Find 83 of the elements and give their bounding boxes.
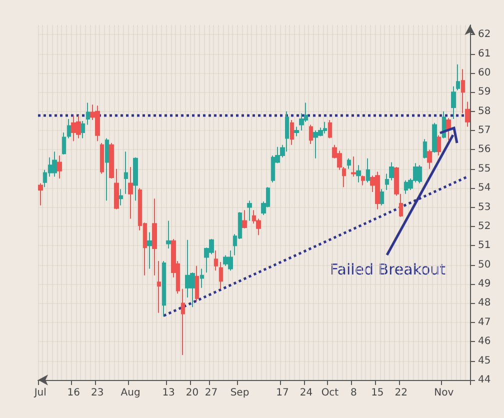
candlestick xyxy=(432,122,437,154)
candlestick xyxy=(200,268,204,288)
candlestick xyxy=(351,156,356,178)
y-tick-label: 58 xyxy=(478,106,491,117)
x-tick-label: 22 xyxy=(394,388,408,398)
candlestick xyxy=(294,126,299,137)
y-tick-label: 44 xyxy=(478,374,491,386)
candlestick xyxy=(105,138,109,202)
x-tick-label: Jul xyxy=(33,388,46,398)
candlestick xyxy=(152,198,157,276)
x-tick-label: 24 xyxy=(300,388,313,398)
x-tick-label: Oct xyxy=(321,388,339,398)
candlestick xyxy=(124,151,128,194)
candlestick xyxy=(361,175,365,186)
y-tick-label: 54 xyxy=(478,182,491,194)
candlestick xyxy=(328,119,332,139)
candlestick xyxy=(81,120,85,139)
candlestick xyxy=(181,288,185,356)
candlestick xyxy=(242,210,247,229)
candlestick xyxy=(389,162,394,181)
candlestick xyxy=(52,151,57,178)
candlestick xyxy=(157,260,161,314)
x-tick-label: 16 xyxy=(67,388,80,398)
candlestick xyxy=(62,132,66,156)
candlestick xyxy=(446,118,451,141)
candlestick xyxy=(119,188,123,206)
y-tick-label: 56 xyxy=(478,144,491,156)
x-tick-label: 15 xyxy=(371,388,384,398)
y-tick-label: 51 xyxy=(478,240,491,252)
candlestick xyxy=(356,164,361,183)
candlestick xyxy=(427,149,432,170)
x-tick-label: 8 xyxy=(350,388,357,398)
candlestick xyxy=(57,154,62,180)
y-tick-label: 55 xyxy=(478,163,491,174)
candlestick xyxy=(166,220,171,250)
candlestick xyxy=(461,68,465,114)
y-tick-label: 49 xyxy=(478,278,491,290)
candlestick xyxy=(451,86,456,120)
candlestick xyxy=(128,166,133,220)
candlestick xyxy=(67,118,71,139)
candlestick xyxy=(347,158,351,170)
y-tick-label: 52 xyxy=(478,220,491,232)
candlestick xyxy=(195,265,199,302)
y-tick-label: 47 xyxy=(478,316,491,328)
y-tick-label: 53 xyxy=(478,202,491,213)
x-tick-label: 17 xyxy=(276,388,289,398)
y-tick-label: 62 xyxy=(478,29,491,40)
candlestick xyxy=(247,200,252,222)
candlestick xyxy=(465,101,470,128)
candlestick xyxy=(456,64,460,91)
x-tick-label: 23 xyxy=(90,388,104,398)
candlestick xyxy=(86,102,90,126)
candlestick xyxy=(162,260,166,318)
y-tick-label: 61 xyxy=(478,48,491,60)
candlestick xyxy=(100,142,104,174)
candlestick xyxy=(147,232,152,270)
candlestick xyxy=(219,261,223,290)
candlestick xyxy=(437,134,441,156)
y-tick-label: 59 xyxy=(478,86,491,98)
y-tick-label: 50 xyxy=(478,259,491,270)
annotation: Failed Breakout xyxy=(330,260,446,278)
y-tick-label: 46 xyxy=(478,336,491,348)
candlestick xyxy=(114,168,119,210)
x-tick-label: 20 xyxy=(186,388,199,398)
y-tick-label: 57 xyxy=(478,125,491,136)
candlestick xyxy=(385,173,389,191)
candlestick xyxy=(109,142,114,180)
candlestick xyxy=(380,188,384,206)
y-tick-label: 45 xyxy=(478,355,491,366)
x-tick-label: 27 xyxy=(204,388,218,398)
candlestick xyxy=(38,182,43,206)
candlestick xyxy=(290,119,294,146)
y-tick-label: 60 xyxy=(478,67,491,78)
x-tick-label: Sep xyxy=(230,388,250,398)
x-tick-label: 13 xyxy=(162,388,175,398)
x-tick-label: Aug xyxy=(120,388,140,398)
candlestick xyxy=(214,250,218,272)
candlestick xyxy=(133,156,138,202)
candlestick xyxy=(423,138,427,159)
candlestick xyxy=(366,158,370,183)
y-tick-label: 48 xyxy=(478,298,491,309)
candlestick xyxy=(309,124,313,144)
x-tick-label: Nov xyxy=(434,388,454,398)
